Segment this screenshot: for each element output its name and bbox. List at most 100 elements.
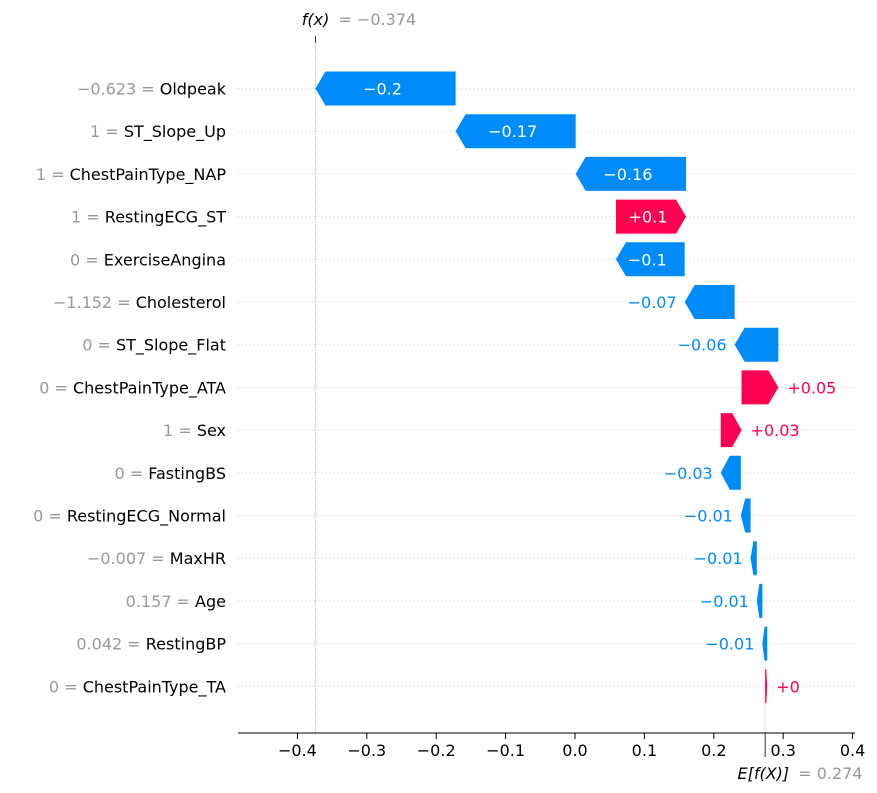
feature-label: 0.157 = Age <box>126 592 226 611</box>
feature-name: ST_Slope_Flat <box>116 336 226 356</box>
bar-ChestPainType_ATA <box>741 370 779 405</box>
bar-ChestPainType_NAP <box>575 156 687 191</box>
feature-equals: = <box>43 507 67 526</box>
bar-ChestPainType_TA <box>765 669 768 704</box>
feature-label: 1 = RestingECG_ST <box>71 208 226 228</box>
feature-label: 1 = ChestPainType_NAP <box>36 165 227 185</box>
efx-value: = 0.274 <box>798 764 862 783</box>
feature-value: 0 <box>114 464 124 483</box>
feature-label: 0 = ExerciseAngina <box>70 250 226 269</box>
feature-name: ST_Slope_Up <box>124 122 226 142</box>
bar-Sex <box>720 413 742 448</box>
feature-name: RestingECG_Normal <box>67 507 226 527</box>
feature-name: FastingBS <box>148 464 226 483</box>
bar-value-label: −0.16 <box>603 165 652 184</box>
bar-RestingECG_Normal <box>740 498 751 533</box>
feature-value: 0 <box>49 677 59 696</box>
feature-label: 1 = ST_Slope_Up <box>90 122 226 142</box>
feature-label: −0.623 = Oldpeak <box>77 80 227 99</box>
x-tick-label: −0.4 <box>278 741 317 760</box>
x-tick-label: −0.2 <box>417 741 456 760</box>
bar-value-label: −0.1 <box>628 250 667 269</box>
feature-equals: = <box>112 293 136 312</box>
bar-value-label: −0.2 <box>363 80 402 99</box>
feature-value: 0 <box>39 378 49 397</box>
bar-value-label: −0.07 <box>628 293 677 312</box>
fx-name: f(x) <box>302 10 330 29</box>
feature-equals: = <box>173 421 197 440</box>
fx-label: f(x) = −0.374 <box>302 10 416 29</box>
feature-equals: = <box>92 336 116 355</box>
feature-equals: = <box>125 464 149 483</box>
feature-value: 0.157 <box>126 592 172 611</box>
feature-value: 1 <box>90 122 100 141</box>
x-tick-label: 0.1 <box>632 741 657 760</box>
feature-label: 0 = ChestPainType_TA <box>49 677 226 697</box>
feature-equals: = <box>80 250 104 269</box>
feature-label: 0.042 = RestingBP <box>76 635 226 654</box>
feature-equals: = <box>59 677 83 696</box>
feature-name: RestingBP <box>146 635 227 654</box>
feature-label: 0 = ChestPainType_ATA <box>39 378 226 398</box>
feature-name: ChestPainType_NAP <box>70 165 227 185</box>
efx-name: E[f(X)] <box>737 764 789 783</box>
feature-equals: = <box>100 122 124 141</box>
bar-value-label: +0.03 <box>751 421 800 440</box>
row-gridlines <box>238 88 855 687</box>
fx-value: = −0.374 <box>338 10 416 29</box>
feature-value: 0 <box>82 336 92 355</box>
feature-label: 1 = Sex <box>163 421 226 440</box>
feature-equals: = <box>122 635 146 654</box>
x-tick-label: −0.1 <box>486 741 525 760</box>
feature-name: Cholesterol <box>136 293 226 312</box>
feature-label: −0.007 = MaxHR <box>87 549 226 568</box>
x-tick-label: 0.0 <box>562 741 587 760</box>
bar-value-label: −0.01 <box>694 549 743 568</box>
feature-name: Sex <box>197 421 226 440</box>
bar-FastingBS <box>720 455 741 490</box>
bar-value-label: −0.01 <box>705 635 754 654</box>
feature-name: ChestPainType_TA <box>83 677 226 697</box>
feature-value: 0.042 <box>76 635 122 654</box>
feature-equals: = <box>46 165 70 184</box>
feature-equals: = <box>146 549 170 568</box>
feature-equals: = <box>49 378 73 397</box>
bar-ExerciseAngina <box>615 242 685 277</box>
feature-name: Oldpeak <box>160 80 227 99</box>
feature-name: Age <box>195 592 226 611</box>
bar-Cholesterol <box>684 285 735 319</box>
feature-label: −1.152 = Cholesterol <box>53 293 226 312</box>
bar-value-label: −0.03 <box>664 464 713 483</box>
bar-value-label: −0.06 <box>678 336 727 355</box>
x-tick-label: −0.3 <box>347 741 386 760</box>
x-tick-label: 0.3 <box>770 741 795 760</box>
feature-name: ChestPainType_ATA <box>73 378 226 398</box>
bars-group <box>315 71 779 704</box>
feature-value: 1 <box>36 165 46 184</box>
bar-value-label: −0.01 <box>684 507 733 526</box>
feature-label: 0 = ST_Slope_Flat <box>82 336 226 356</box>
feature-value: 1 <box>163 421 173 440</box>
bar-Age <box>756 583 763 618</box>
feature-value: −0.623 <box>77 80 136 99</box>
x-tick-label: 0.2 <box>701 741 726 760</box>
efx-label: E[f(X)] = 0.274 <box>737 764 862 783</box>
bar-RestingECG_ST <box>615 199 687 234</box>
bar-Oldpeak <box>315 71 456 106</box>
bar-value-label: −0.01 <box>700 592 749 611</box>
feature-name: MaxHR <box>170 549 226 568</box>
feature-name: RestingECG_ST <box>105 208 226 228</box>
feature-value: 0 <box>33 507 43 526</box>
feature-label: 0 = RestingECG_Normal <box>33 507 226 527</box>
bar-value-label: −0.17 <box>488 122 537 141</box>
bar-value-label: +0 <box>776 677 800 696</box>
feature-equals: = <box>171 592 195 611</box>
bar-value-label: +0.05 <box>787 378 836 397</box>
feature-value: −0.007 <box>87 549 146 568</box>
feature-value: 0 <box>70 250 80 269</box>
x-axis: −0.4 −0.3 −0.2 −0.1 0.0 0.1 0.2 0.3 0.4 <box>238 732 865 760</box>
feature-equals: = <box>136 80 160 99</box>
bar-MaxHR <box>750 541 757 576</box>
bar-ST_Slope_Up <box>455 114 576 149</box>
